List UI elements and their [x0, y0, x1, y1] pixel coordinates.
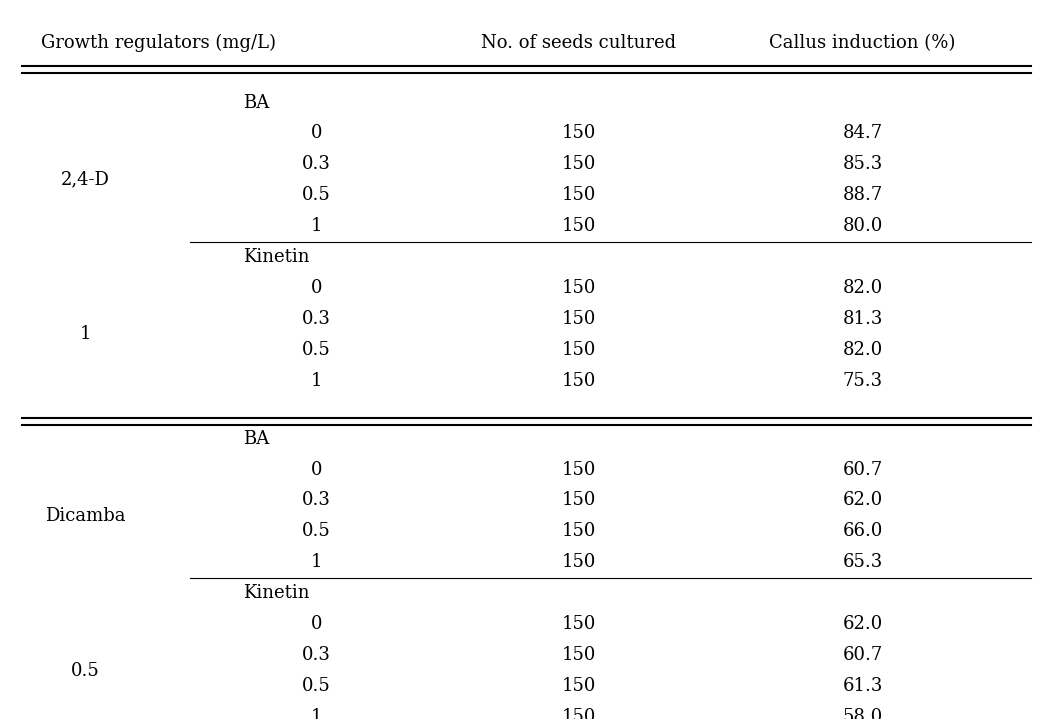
Text: 0.5: 0.5	[302, 186, 331, 204]
Text: 84.7: 84.7	[842, 124, 882, 142]
Text: Dicamba: Dicamba	[45, 507, 125, 525]
Text: Kinetin: Kinetin	[243, 585, 310, 603]
Text: 2,4-D: 2,4-D	[61, 171, 110, 189]
Text: 62.0: 62.0	[842, 615, 882, 633]
Text: 0.3: 0.3	[302, 492, 331, 510]
Text: 0.5: 0.5	[302, 341, 331, 359]
Text: Callus induction (%): Callus induction (%)	[770, 34, 956, 52]
Text: 150: 150	[562, 341, 596, 359]
Text: 1: 1	[311, 554, 322, 572]
Text: 62.0: 62.0	[842, 492, 882, 510]
Text: 0.3: 0.3	[302, 646, 331, 664]
Text: 150: 150	[562, 217, 596, 235]
Text: No. of seeds cultured: No. of seeds cultured	[481, 34, 677, 52]
Text: 150: 150	[562, 310, 596, 328]
Text: 150: 150	[562, 492, 596, 510]
Text: 60.7: 60.7	[842, 646, 882, 664]
Text: 0.5: 0.5	[71, 661, 100, 679]
Text: 0.5: 0.5	[302, 677, 331, 695]
Text: 150: 150	[562, 461, 596, 479]
Text: 85.3: 85.3	[842, 155, 882, 173]
Text: 0: 0	[311, 461, 322, 479]
Text: 150: 150	[562, 124, 596, 142]
Text: BA: BA	[243, 429, 270, 448]
Text: 1: 1	[311, 372, 322, 390]
Text: 0.3: 0.3	[302, 310, 331, 328]
Text: 150: 150	[562, 646, 596, 664]
Text: 82.0: 82.0	[842, 279, 882, 297]
Text: 150: 150	[562, 372, 596, 390]
Text: 150: 150	[562, 279, 596, 297]
Text: 150: 150	[562, 677, 596, 695]
Text: 61.3: 61.3	[842, 677, 882, 695]
Text: 1: 1	[311, 708, 322, 719]
Text: 150: 150	[562, 155, 596, 173]
Text: BA: BA	[243, 93, 270, 111]
Text: 0.5: 0.5	[302, 523, 331, 541]
Text: 81.3: 81.3	[842, 310, 882, 328]
Text: 1: 1	[80, 326, 92, 344]
Text: 88.7: 88.7	[842, 186, 882, 204]
Text: 150: 150	[562, 708, 596, 719]
Text: 80.0: 80.0	[842, 217, 882, 235]
Text: Growth regulators (mg/L): Growth regulators (mg/L)	[41, 34, 277, 52]
Text: 65.3: 65.3	[842, 554, 882, 572]
Text: 150: 150	[562, 523, 596, 541]
Text: 82.0: 82.0	[842, 341, 882, 359]
Text: 75.3: 75.3	[842, 372, 882, 390]
Text: 1: 1	[311, 217, 322, 235]
Text: 150: 150	[562, 554, 596, 572]
Text: 0.3: 0.3	[302, 155, 331, 173]
Text: 66.0: 66.0	[842, 523, 882, 541]
Text: 150: 150	[562, 186, 596, 204]
Text: 0: 0	[311, 615, 322, 633]
Text: 150: 150	[562, 615, 596, 633]
Text: 0: 0	[311, 124, 322, 142]
Text: 58.0: 58.0	[842, 708, 882, 719]
Text: Kinetin: Kinetin	[243, 248, 310, 266]
Text: 60.7: 60.7	[842, 461, 882, 479]
Text: 0: 0	[311, 279, 322, 297]
